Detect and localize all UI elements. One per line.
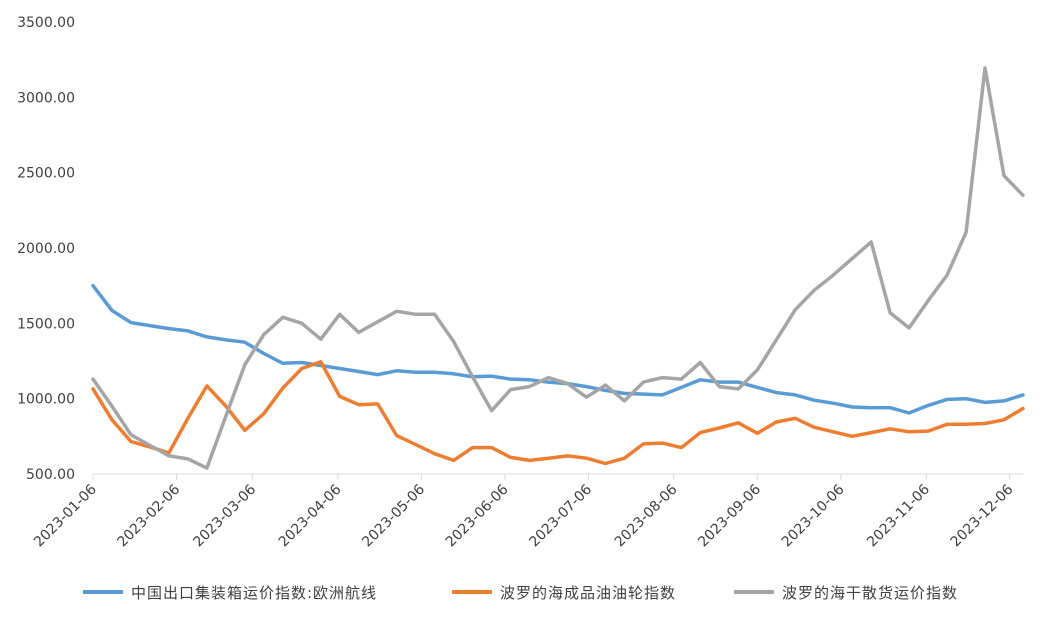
legend-label-1: 中国出口集装箱运价指数:欧洲航线	[131, 584, 377, 602]
legend: 中国出口集装箱运价指数:欧洲航线 波罗的海成品油油轮指数 波罗的海干散货运价指数	[83, 584, 958, 602]
y-tick-label: 500.00	[26, 467, 75, 483]
y-tick-label: 2500.00	[17, 166, 75, 182]
x-tick-label: 2023-08-06	[612, 481, 681, 550]
series-line-3	[91, 66, 1025, 470]
x-tick-label: 2023-03-06	[190, 481, 259, 550]
y-tick-label: 2000.00	[17, 241, 75, 257]
x-tick-label: 2023-09-06	[695, 481, 764, 550]
x-tick-label: 2023-05-06	[359, 481, 428, 550]
x-tick-label: 2023-01-06	[31, 481, 100, 550]
x-axis: 2023-01-06 2023-02-06 2023-03-06 2023-04-06…	[31, 473, 1023, 550]
x-tick-label: 2023-11-06	[864, 481, 933, 550]
y-tick-label: 1000.00	[17, 392, 75, 408]
y-tick-label: 3000.00	[17, 90, 75, 106]
series-line-2	[91, 360, 1025, 466]
y-tick-label: 3500.00	[17, 15, 75, 31]
x-tick-label: 2023-02-06	[114, 481, 183, 550]
plot-area	[91, 66, 1025, 470]
x-tick-label: 2023-12-06	[948, 481, 1017, 550]
y-axis: 500.00 1000.00 1500.00 2000.00 2500.00 3000.0…	[17, 15, 75, 483]
y-tick-label: 1500.00	[17, 316, 75, 332]
legend-label-3: 波罗的海干散货运价指数	[782, 584, 958, 602]
x-tick-label: 2023-10-06	[779, 481, 848, 550]
legend-label-2: 波罗的海成品油油轮指数	[500, 584, 676, 602]
x-tick-label: 2023-07-06	[526, 481, 595, 550]
x-tick-label: 2023-04-06	[276, 481, 345, 550]
x-tick-label: 2023-06-06	[443, 481, 512, 550]
series-line-1	[91, 283, 1025, 415]
